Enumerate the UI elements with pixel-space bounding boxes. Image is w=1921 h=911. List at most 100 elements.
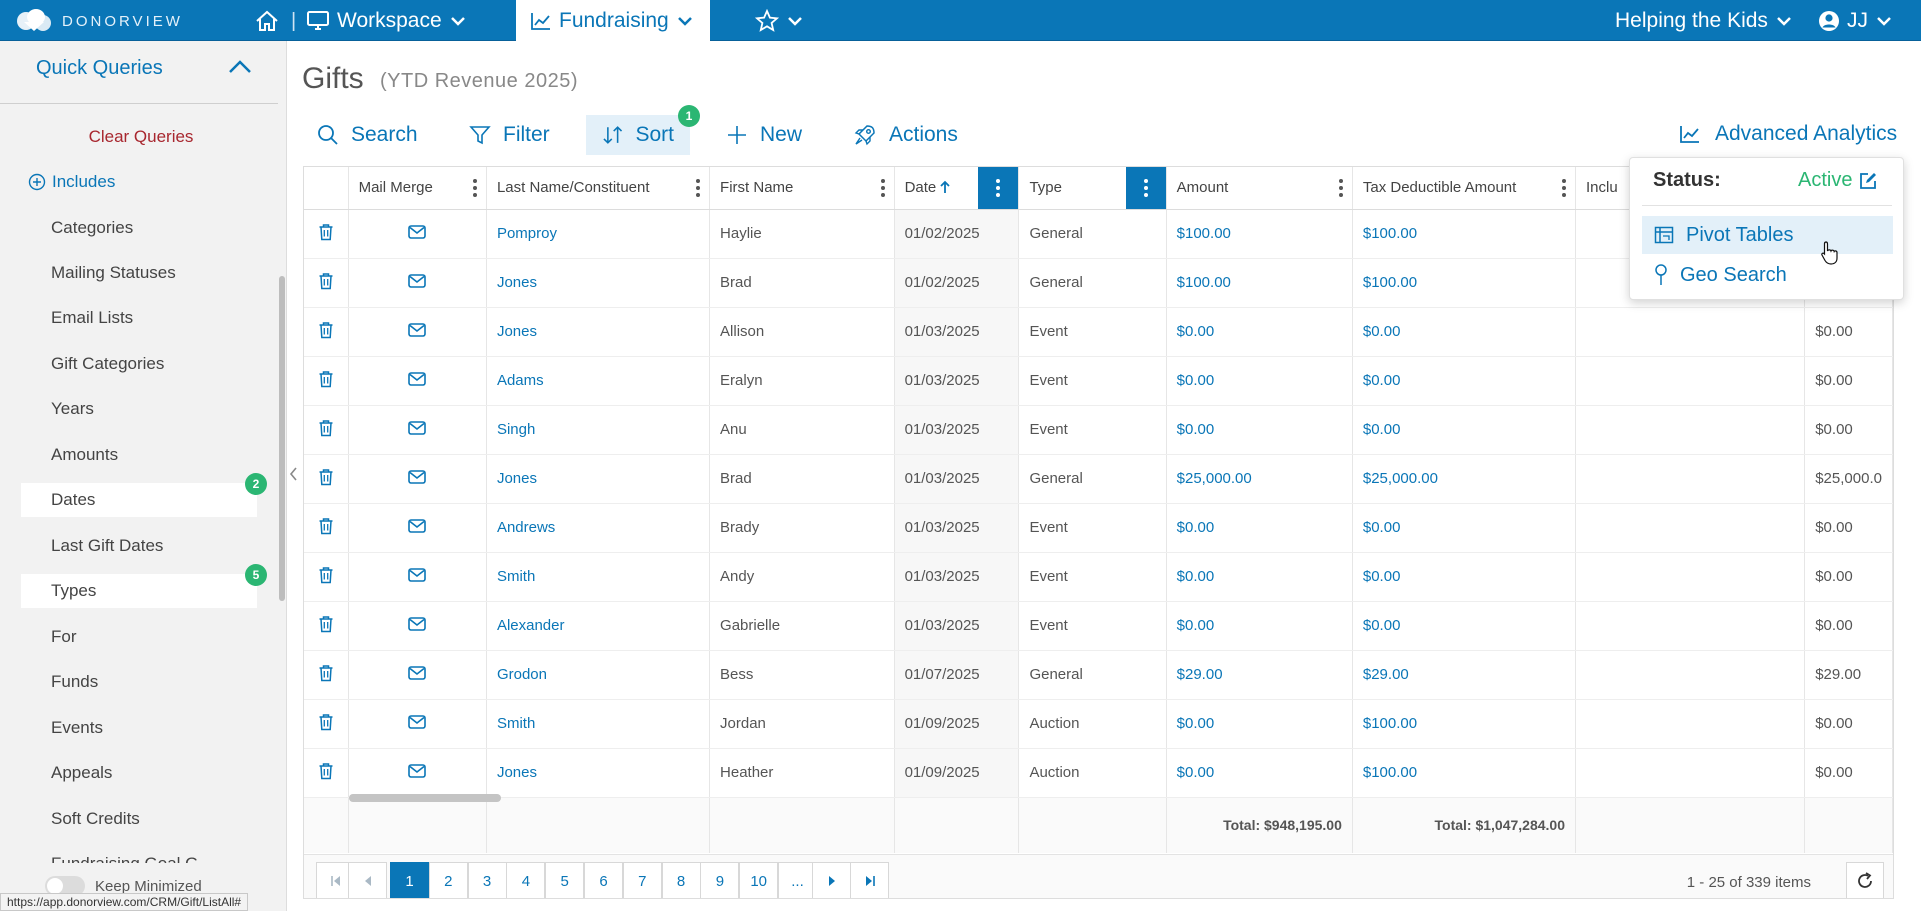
constituent-link[interactable]: Andrews: [486, 503, 711, 553]
constituent-link[interactable]: Smith: [486, 552, 711, 602]
next-page-button[interactable]: [812, 862, 851, 898]
table-row[interactable]: Smith Andy 01/03/2025 Event $0.00 $0.00 $0.00: [304, 552, 1893, 602]
toggle-switch[interactable]: [45, 876, 85, 896]
constituent-link[interactable]: Singh: [486, 405, 711, 455]
sidebar-item-gift-categories[interactable]: Gift Categories: [51, 354, 165, 373]
sidebar-item-email-lists[interactable]: Email Lists: [51, 308, 134, 327]
amount-link[interactable]: $0.00: [1166, 405, 1353, 455]
page-number-button[interactable]: 3: [467, 862, 507, 898]
delete-row-button[interactable]: [304, 601, 349, 651]
mail-merge-button[interactable]: [348, 454, 487, 504]
mail-merge-button[interactable]: [348, 209, 487, 259]
constituent-link[interactable]: Jones: [486, 748, 711, 798]
tax-deductible-link[interactable]: $25,000.00: [1352, 454, 1577, 504]
constituent-link[interactable]: Alexander: [486, 601, 711, 651]
mail-merge-button[interactable]: [348, 503, 487, 553]
tax-deductible-link[interactable]: $0.00: [1352, 503, 1577, 553]
amount-link[interactable]: $25,000.00: [1166, 454, 1353, 504]
page-number-button[interactable]: 1: [390, 862, 429, 898]
table-row[interactable]: Pomproy Haylie 01/02/2025 General $100.00 $10…: [304, 209, 1893, 259]
table-row[interactable]: Grodon Bess 01/07/2025 General $29.00 $29.00 $…: [304, 650, 1893, 700]
constituent-link[interactable]: Pomproy: [486, 209, 711, 259]
refresh-button[interactable]: [1846, 862, 1884, 898]
page-number-button[interactable]: 2: [428, 862, 468, 898]
more-pages-button[interactable]: ...: [778, 862, 817, 898]
mail-merge-button[interactable]: [348, 356, 487, 406]
pivot-tables-menu-item[interactable]: Pivot Tables: [1642, 216, 1893, 254]
amount-link[interactable]: $0.00: [1166, 307, 1353, 357]
horizontal-scrollbar[interactable]: [349, 794, 501, 802]
table-row[interactable]: Jones Heather 01/09/2025 Auction $0.00 $100.0…: [304, 748, 1893, 798]
fundraising-menu[interactable]: Fundraising: [516, 0, 710, 41]
sidebar-item-fundraising-goal[interactable]: Fundraising Goal G...: [21, 847, 257, 863]
delete-row-button[interactable]: [304, 356, 349, 406]
amount-link[interactable]: $0.00: [1166, 356, 1353, 406]
sidebar-scrollbar[interactable]: [279, 276, 285, 601]
tax-deductible-link[interactable]: $29.00: [1352, 650, 1577, 700]
keep-minimized-toggle[interactable]: Keep Minimized: [45, 876, 202, 896]
previous-page-button[interactable]: [348, 862, 387, 898]
delete-row-button[interactable]: [304, 405, 349, 455]
sidebar-item-funds[interactable]: Funds: [51, 672, 99, 691]
tax-deductible-link[interactable]: $0.00: [1352, 405, 1577, 455]
delete-row-button[interactable]: [304, 307, 349, 357]
sidebar-item-soft-credits[interactable]: Soft Credits: [51, 809, 140, 828]
organization-menu[interactable]: Helping the Kids: [1615, 0, 1793, 41]
mail-merge-button[interactable]: [348, 650, 487, 700]
status-value[interactable]: Active: [1798, 169, 1878, 192]
mail-merge-button[interactable]: [348, 748, 487, 798]
constituent-link[interactable]: Smith: [486, 699, 711, 749]
clear-queries-link[interactable]: Clear Queries: [88, 127, 194, 146]
delete-row-button[interactable]: [304, 748, 349, 798]
page-number-button[interactable]: 5: [545, 862, 585, 898]
constituent-link[interactable]: Grodon: [486, 650, 711, 700]
tax-deductible-link[interactable]: $0.00: [1352, 356, 1577, 406]
amount-link[interactable]: $0.00: [1166, 748, 1353, 798]
sidebar-item-last-gift-dates[interactable]: Last Gift Dates: [51, 536, 164, 555]
sidebar-item-dates[interactable]: Dates: [21, 483, 257, 517]
tax-deductible-link[interactable]: $100.00: [1352, 258, 1577, 308]
constituent-link[interactable]: Adams: [486, 356, 711, 406]
header-mail-merge[interactable]: Mail Merge: [348, 167, 487, 210]
page-number-button[interactable]: 7: [622, 862, 662, 898]
sidebar-item-appeals[interactable]: Appeals: [51, 763, 113, 782]
sidebar-item-years[interactable]: Years: [51, 399, 94, 418]
page-number-button[interactable]: 6: [584, 862, 623, 898]
mail-merge-button[interactable]: [348, 552, 487, 602]
constituent-link[interactable]: Jones: [486, 454, 711, 504]
donorview-logo[interactable]: DONORVIEW: [14, 8, 183, 34]
table-row[interactable]: Singh Anu 01/03/2025 Event $0.00 $0.00 $0.00: [304, 405, 1893, 455]
table-row[interactable]: Adams Eralyn 01/03/2025 Event $0.00 $0.00 $0.0…: [304, 356, 1893, 406]
mail-merge-button[interactable]: [348, 699, 487, 749]
column-menu-button[interactable]: [978, 167, 1018, 208]
sidebar-item-mailing-statuses[interactable]: Mailing Statuses: [51, 263, 176, 282]
includes-toggle[interactable]: Includes: [28, 172, 115, 192]
delete-row-button[interactable]: [304, 454, 349, 504]
tax-deductible-link[interactable]: $100.00: [1352, 748, 1577, 798]
table-row[interactable]: Smith Jordan 01/09/2025 Auction $0.00 $100.00…: [304, 699, 1893, 749]
user-menu[interactable]: JJ: [1818, 0, 1893, 41]
table-row[interactable]: Andrews Brady 01/03/2025 Event $0.00 $0.00 $0.…: [304, 503, 1893, 553]
last-page-button[interactable]: [850, 862, 889, 898]
amount-link[interactable]: $0.00: [1166, 552, 1353, 602]
sort-button[interactable]: Sort: [586, 115, 690, 155]
column-menu-button[interactable]: [880, 178, 886, 198]
column-menu-button[interactable]: [1561, 178, 1567, 198]
mail-merge-button[interactable]: [348, 307, 487, 357]
sidebar-item-categories[interactable]: Categories: [51, 218, 134, 237]
home-button[interactable]: [254, 9, 280, 33]
collapse-quick-queries-button[interactable]: [227, 58, 253, 76]
sidebar-collapse-button[interactable]: [288, 466, 298, 482]
header-tax-deductible-amount[interactable]: Tax Deductible Amount: [1352, 167, 1577, 210]
header-type[interactable]: Type: [1018, 167, 1167, 210]
favorites-menu[interactable]: [755, 0, 804, 41]
geo-search-menu-item[interactable]: Geo Search: [1642, 256, 1893, 294]
header-date[interactable]: Date: [894, 167, 1020, 210]
page-number-button[interactable]: 4: [506, 862, 546, 898]
mail-merge-button[interactable]: [348, 601, 487, 651]
tax-deductible-link[interactable]: $0.00: [1352, 307, 1577, 357]
tax-deductible-link[interactable]: $0.00: [1352, 552, 1577, 602]
table-row[interactable]: Jones Brad 01/03/2025 General $25,000.00 $25,…: [304, 454, 1893, 504]
delete-row-button[interactable]: [304, 552, 349, 602]
actions-button[interactable]: Actions: [853, 115, 958, 155]
